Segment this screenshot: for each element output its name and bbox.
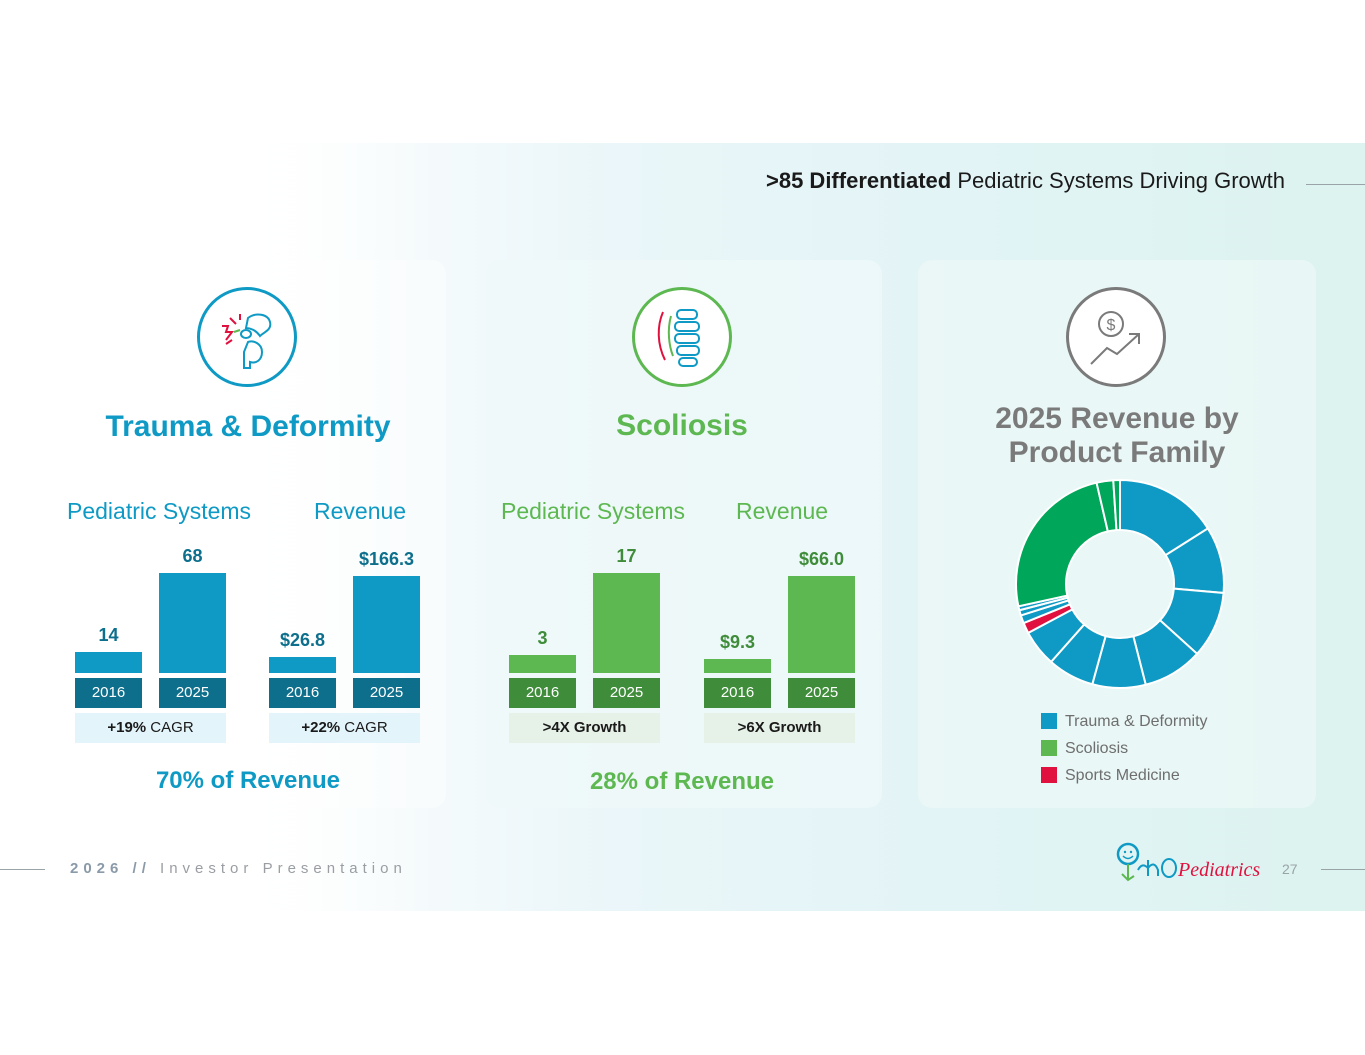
scoliosis-systems-year-2025: 2025 [593, 678, 660, 708]
scoliosis-revenue-bar-2016 [704, 659, 771, 673]
svg-text:$: $ [1107, 317, 1116, 334]
footer-rule-right [1321, 869, 1365, 870]
scoliosis-systems-bar-2025 [593, 573, 660, 673]
scoliosis-revenue-bar-2025 [788, 576, 855, 673]
trauma-revenue-cagr-label: CAGR [340, 719, 388, 736]
scoliosis-systems-value-2025: 17 [616, 546, 637, 566]
trauma-revenue-value-2025: $166.3 [358, 549, 415, 569]
trauma-systems-value-2025: 68 [182, 546, 203, 566]
legend-sports-swatch [1041, 766, 1057, 783]
scoliosis-systems-growth: >4X Growth [509, 713, 660, 743]
legend-scoliosis-label: Scoliosis [1065, 740, 1129, 757]
trauma-revenue-year-2016: 2016 [269, 678, 336, 708]
footer-label: Investor Presentation [150, 860, 407, 877]
slide-title: >85 Differentiated Pediatric Systems Dri… [766, 168, 1285, 194]
dollar-growth-icon: $ [1066, 287, 1166, 387]
trauma-systems-year-2025: 2025 [159, 678, 226, 708]
trauma-systems-label: Pediatric Systems [67, 498, 252, 524]
scoliosis-revenue-label: Revenue [736, 498, 829, 524]
footer-year: 2026 // [70, 860, 151, 877]
legend-trauma: Trauma & Deformity [1041, 712, 1208, 731]
legend-trauma-swatch [1041, 712, 1057, 729]
title-rule [1306, 184, 1365, 185]
revenue-donut-chart [1015, 478, 1225, 689]
trauma-systems-value-2016: 14 [98, 625, 119, 645]
trauma-revenue-bar-2016 [269, 657, 336, 673]
scoliosis-systems-label: Pediatric Systems [501, 498, 686, 524]
scoliosis-revenue-year-2016: 2016 [704, 678, 771, 708]
scoliosis-revenue-year-2025: 2025 [788, 678, 855, 708]
scoliosis-systems-growth-value: >4X Growth [542, 719, 627, 736]
donut-slice-13 [1112, 478, 1121, 532]
scoliosis-revenue-value-2025: $66.0 [798, 549, 845, 569]
trauma-systems-cagr-label: CAGR [146, 719, 194, 736]
page-number: 27 [1282, 861, 1298, 877]
broken-bone-icon [197, 287, 297, 387]
legend-sports: Sports Medicine [1041, 766, 1180, 785]
footer-text: 2026 // Investor Presentation [70, 860, 407, 877]
trauma-revenue-value-2016: $26.8 [279, 630, 326, 650]
trauma-revenue-cagr-value: +22% [301, 719, 341, 736]
trauma-systems-cagr: +19% CAGR [75, 713, 226, 743]
trauma-systems-bar-2025 [159, 573, 226, 673]
donut-slice-11 [1015, 481, 1110, 608]
trauma-revenue-cagr: +22% CAGR [269, 713, 420, 743]
trauma-systems-bar-2016 [75, 652, 142, 673]
svg-text:Pediatrics: Pediatrics [1177, 859, 1260, 881]
footer-rule-left [0, 869, 45, 870]
trauma-revenue-bar-2025 [353, 576, 420, 673]
spine-icon [632, 287, 732, 387]
title-bold: >85 Differentiated [766, 168, 952, 193]
legend-scoliosis: Scoliosis [1041, 739, 1129, 758]
scoliosis-revenue-growth: >6X Growth [704, 713, 855, 743]
scoliosis-systems-value-2016: 3 [537, 628, 548, 648]
trauma-revenue-year-2025: 2025 [353, 678, 420, 708]
trauma-title: Trauma & Deformity [105, 410, 391, 443]
legend-sports-label: Sports Medicine [1065, 767, 1180, 784]
scoliosis-revenue-growth-value: >6X Growth [737, 719, 822, 736]
title-rest: Pediatric Systems Driving Growth [951, 168, 1285, 193]
scoliosis-revenue-value-2016: $9.3 [719, 632, 756, 652]
trauma-systems-year-2016: 2016 [75, 678, 142, 708]
scoliosis-systems-year-2016: 2016 [509, 678, 576, 708]
trauma-revenue-label: Revenue [314, 498, 407, 524]
slide-fade [0, 143, 420, 911]
trauma-systems-cagr-value: +19% [107, 719, 147, 736]
scoliosis-revenue-share: 28% of Revenue [589, 768, 775, 795]
legend-trauma-label: Trauma & Deformity [1065, 713, 1208, 730]
trauma-revenue-share: 70% of Revenue [155, 767, 341, 794]
scoliosis-title: Scoliosis [616, 409, 748, 442]
scoliosis-systems-bar-2016 [509, 655, 576, 673]
orthopediatrics-logo: Pediatrics [1114, 840, 1264, 895]
donut-title: 2025 Revenue by Product Family [995, 402, 1239, 469]
legend-scoliosis-swatch [1041, 739, 1057, 756]
